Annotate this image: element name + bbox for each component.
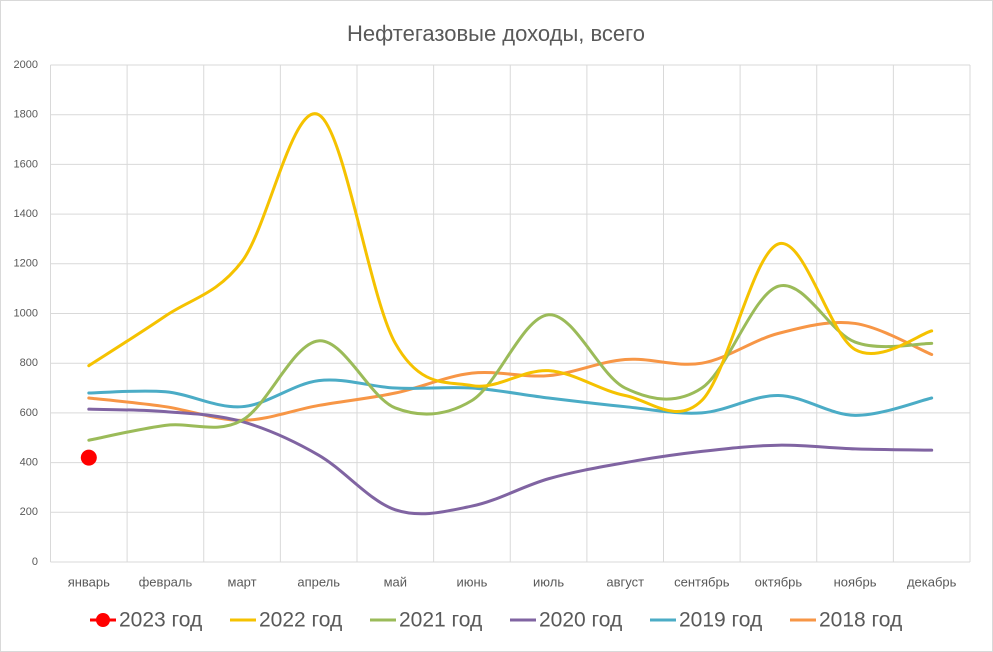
- y-tick-label: 1200: [14, 258, 38, 270]
- series-line: [87, 284, 934, 442]
- x-tick-label: февраль: [139, 574, 193, 589]
- legend-label: 2021 год: [399, 609, 482, 632]
- series-line: [87, 112, 934, 413]
- chart-title: Нефтегазовые доходы, всего: [347, 21, 645, 46]
- x-tick-label: сентябрь: [674, 574, 730, 589]
- x-tick-label: апрель: [297, 574, 340, 589]
- legend-label: 2018 год: [819, 609, 902, 632]
- y-tick-label: 1400: [14, 208, 38, 220]
- legend-label: 2020 год: [539, 609, 622, 632]
- x-tick-label: январь: [68, 574, 110, 589]
- y-tick-label: 0: [32, 556, 38, 568]
- y-tick-label: 800: [20, 357, 38, 369]
- x-tick-label: декабрь: [907, 574, 957, 589]
- x-tick-label: июнь: [456, 574, 487, 589]
- x-tick-label: ноябрь: [834, 574, 877, 589]
- series-line: [87, 378, 934, 417]
- x-tick-label: март: [228, 574, 257, 589]
- x-tick-label: июль: [533, 574, 564, 589]
- legend-label: 2023 год: [119, 609, 202, 632]
- y-tick-label: 1000: [14, 307, 38, 319]
- x-tick-label: май: [384, 574, 407, 589]
- legend-marker: [96, 613, 110, 627]
- legend-label: 2022 год: [259, 609, 342, 632]
- y-tick-label: 600: [20, 407, 38, 419]
- series-marker: [80, 449, 97, 466]
- y-tick-label: 1600: [14, 158, 38, 170]
- y-tick-label: 400: [20, 457, 38, 469]
- x-tick-label: октябрь: [755, 574, 803, 589]
- y-tick-label: 2000: [14, 59, 38, 71]
- y-tick-label: 200: [20, 506, 38, 518]
- y-tick-label: 1800: [14, 109, 38, 121]
- x-tick-label: август: [606, 574, 644, 589]
- legend-label: 2019 год: [679, 609, 762, 632]
